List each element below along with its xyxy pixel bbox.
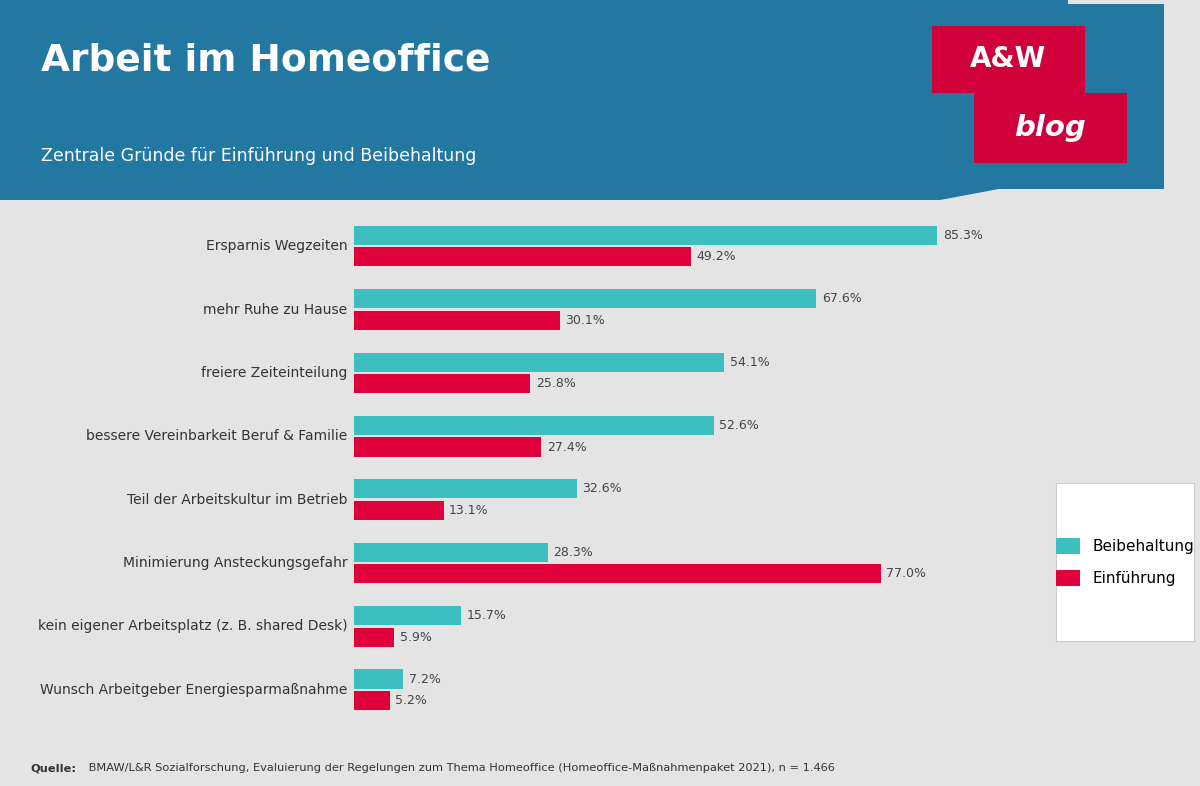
Text: 77.0%: 77.0% — [886, 567, 926, 580]
Bar — [354, 691, 390, 710]
Text: 7.2%: 7.2% — [409, 673, 440, 685]
Bar — [354, 438, 541, 457]
Text: 5.9%: 5.9% — [400, 630, 432, 644]
Polygon shape — [940, 176, 1068, 200]
Text: freiere Zeiteinteilung: freiere Zeiteinteilung — [200, 366, 347, 380]
Text: Zentrale Gründe für Einführung und Beibehaltung: Zentrale Gründe für Einführung und Beibe… — [41, 147, 476, 165]
Bar — [354, 310, 560, 330]
Text: kein eigener Arbeitsplatz (z. B. shared Desk): kein eigener Arbeitsplatz (z. B. shared … — [37, 619, 347, 634]
Text: bessere Vereinbarkeit Beruf & Familie: bessere Vereinbarkeit Beruf & Familie — [86, 429, 347, 443]
Bar — [354, 542, 547, 562]
Text: 67.6%: 67.6% — [822, 292, 862, 305]
Bar — [354, 353, 724, 372]
Text: 32.6%: 32.6% — [582, 483, 622, 495]
Text: Teil der Arbeitskultur im Betrieb: Teil der Arbeitskultur im Betrieb — [127, 493, 347, 507]
FancyBboxPatch shape — [931, 26, 1085, 93]
Text: 15.7%: 15.7% — [467, 609, 506, 623]
Bar — [354, 226, 937, 245]
Bar — [354, 564, 881, 583]
Text: Wunsch Arbeitgeber Energiesparmaßnahme: Wunsch Arbeitgeber Energiesparmaßnahme — [40, 683, 347, 696]
Text: 30.1%: 30.1% — [565, 314, 605, 327]
Text: blog: blog — [1015, 114, 1086, 141]
Text: 28.3%: 28.3% — [553, 545, 593, 559]
Legend: Beibehaltung, Einführung: Beibehaltung, Einführung — [1050, 531, 1200, 593]
Text: 5.2%: 5.2% — [395, 694, 427, 707]
Bar — [354, 416, 714, 435]
Bar — [354, 606, 461, 625]
Text: Minimierung Ansteckungsgefahr: Minimierung Ansteckungsgefahr — [122, 556, 347, 570]
Text: 13.1%: 13.1% — [449, 504, 488, 517]
Bar — [354, 627, 395, 647]
Text: mehr Ruhe zu Hause: mehr Ruhe zu Hause — [203, 303, 347, 317]
Text: 85.3%: 85.3% — [943, 229, 983, 242]
Text: 27.4%: 27.4% — [547, 440, 587, 454]
Text: Quelle:: Quelle: — [30, 763, 76, 773]
Text: 54.1%: 54.1% — [730, 355, 769, 369]
Text: 49.2%: 49.2% — [696, 251, 736, 263]
Bar — [354, 670, 403, 689]
FancyBboxPatch shape — [974, 93, 1127, 163]
Text: BMAW/L&R Sozialforschung, Evaluierung der Regelungen zum Thema Homeoffice (Homeo: BMAW/L&R Sozialforschung, Evaluierung de… — [85, 763, 835, 773]
Text: 52.6%: 52.6% — [719, 419, 760, 432]
Text: Ersparnis Wegzeiten: Ersparnis Wegzeiten — [205, 239, 347, 253]
Bar — [354, 479, 577, 498]
Bar — [354, 248, 690, 266]
Bar — [354, 374, 530, 393]
Text: Arbeit im Homeoffice: Arbeit im Homeoffice — [41, 42, 490, 78]
Bar — [354, 289, 816, 308]
Text: 25.8%: 25.8% — [536, 377, 576, 390]
Bar — [354, 501, 444, 520]
Text: A&W: A&W — [970, 46, 1046, 73]
